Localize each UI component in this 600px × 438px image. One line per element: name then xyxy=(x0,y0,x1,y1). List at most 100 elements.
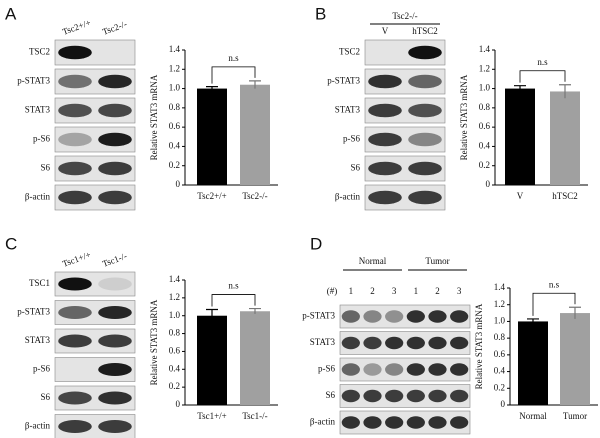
band xyxy=(385,310,404,323)
y-tick-label: 0.4 xyxy=(494,366,506,376)
band xyxy=(408,190,442,205)
band xyxy=(58,334,92,348)
bar xyxy=(197,315,227,405)
row-label: p-S6 xyxy=(33,134,51,144)
band xyxy=(58,103,92,118)
error-bar xyxy=(527,318,539,324)
y-tick-label: 1.2 xyxy=(169,63,180,73)
band xyxy=(58,306,92,319)
band xyxy=(368,132,402,147)
row-label: p-S6 xyxy=(318,364,336,374)
y-tick-label: 0.8 xyxy=(494,332,506,342)
bar xyxy=(240,84,270,185)
band xyxy=(408,45,442,60)
error-bar xyxy=(514,85,526,92)
row-label: STAT3 xyxy=(25,335,51,345)
y-tick-label: 1.0 xyxy=(494,315,506,325)
band xyxy=(406,363,425,376)
row-label: β-actin xyxy=(25,192,51,202)
row-label: S6 xyxy=(350,163,360,173)
band xyxy=(98,391,132,405)
significance-bracket xyxy=(519,70,566,83)
band xyxy=(368,103,402,118)
y-axis-label: Relative STAT3 mRNA xyxy=(459,74,469,160)
panel-letter: B xyxy=(315,4,326,23)
lane-label: 1 xyxy=(414,286,419,296)
error-bar xyxy=(569,306,581,319)
y-tick-label: 0.8 xyxy=(479,102,491,112)
y-axis-label: Relative STAT3 mRNA xyxy=(149,299,159,385)
y-tick-label: 0.8 xyxy=(169,328,181,338)
y-tick-label: 1.0 xyxy=(169,310,181,320)
x-tick-label: Tsc1-/- xyxy=(242,411,267,421)
x-tick-label: hTSC2 xyxy=(552,191,578,201)
row-label: p-STAT3 xyxy=(327,76,360,86)
group-label: Tsc2-/- xyxy=(392,11,417,21)
significance-bracket xyxy=(211,294,256,307)
y-tick-label: 1.2 xyxy=(169,292,180,302)
x-tick-label: V xyxy=(517,191,524,201)
y-tick-label: 0 xyxy=(176,399,181,409)
y-tick-label: 0 xyxy=(176,179,181,189)
significance-bracket xyxy=(211,66,256,84)
y-tick-label: 0.6 xyxy=(169,345,181,355)
error-bar xyxy=(206,308,218,322)
group-label: Normal xyxy=(359,256,387,266)
row-label: p-STAT3 xyxy=(302,311,335,321)
band xyxy=(428,389,447,403)
band xyxy=(385,416,404,429)
band xyxy=(98,103,132,118)
row-label: TSC1 xyxy=(29,278,50,288)
row-label: p-S6 xyxy=(33,364,51,374)
bar xyxy=(518,321,548,405)
band xyxy=(98,363,132,376)
row-label: STAT3 xyxy=(335,105,361,115)
bar xyxy=(197,88,227,185)
band xyxy=(408,74,442,89)
lane-label: 3 xyxy=(392,286,397,296)
band xyxy=(98,420,132,433)
lane-label: Tsc2-/- xyxy=(101,19,128,37)
y-tick-label: 0.4 xyxy=(169,140,181,150)
row-label: β-actin xyxy=(310,417,336,427)
band xyxy=(363,336,382,350)
row-label: p-STAT3 xyxy=(17,76,50,86)
y-tick-label: 0.2 xyxy=(479,160,490,170)
y-tick-label: 0.2 xyxy=(169,381,180,391)
panel-letter: C xyxy=(5,234,17,253)
y-tick-label: 0 xyxy=(501,399,506,409)
y-tick-label: 1.4 xyxy=(479,44,491,54)
band xyxy=(363,416,382,429)
band xyxy=(363,310,382,323)
lane-label: 2 xyxy=(370,286,375,296)
band xyxy=(368,74,402,89)
band xyxy=(406,310,425,323)
significance-bracket xyxy=(532,292,576,316)
lane-label: Tsc2+/+ xyxy=(61,17,92,36)
y-tick-label: 1.0 xyxy=(169,83,181,93)
band xyxy=(58,74,92,89)
row-label: β-actin xyxy=(335,192,361,202)
bar xyxy=(240,311,270,405)
lane-label: 1 xyxy=(349,286,354,296)
band xyxy=(450,389,469,403)
band xyxy=(428,416,447,429)
x-tick-label: Tumor xyxy=(563,411,587,421)
row-label: S6 xyxy=(40,163,50,173)
band xyxy=(341,363,360,376)
band xyxy=(450,336,469,350)
band xyxy=(406,336,425,350)
y-tick-label: 0.6 xyxy=(169,121,181,131)
y-tick-label: 1.4 xyxy=(169,44,181,54)
bar xyxy=(505,88,535,185)
band xyxy=(450,363,469,376)
band xyxy=(385,363,404,376)
lane-label: Tsc1-/- xyxy=(101,251,128,269)
band xyxy=(363,363,382,376)
band xyxy=(408,103,442,118)
band xyxy=(408,161,442,176)
row-label: S6 xyxy=(40,392,50,402)
band xyxy=(98,306,132,319)
y-tick-label: 1.2 xyxy=(494,299,505,309)
